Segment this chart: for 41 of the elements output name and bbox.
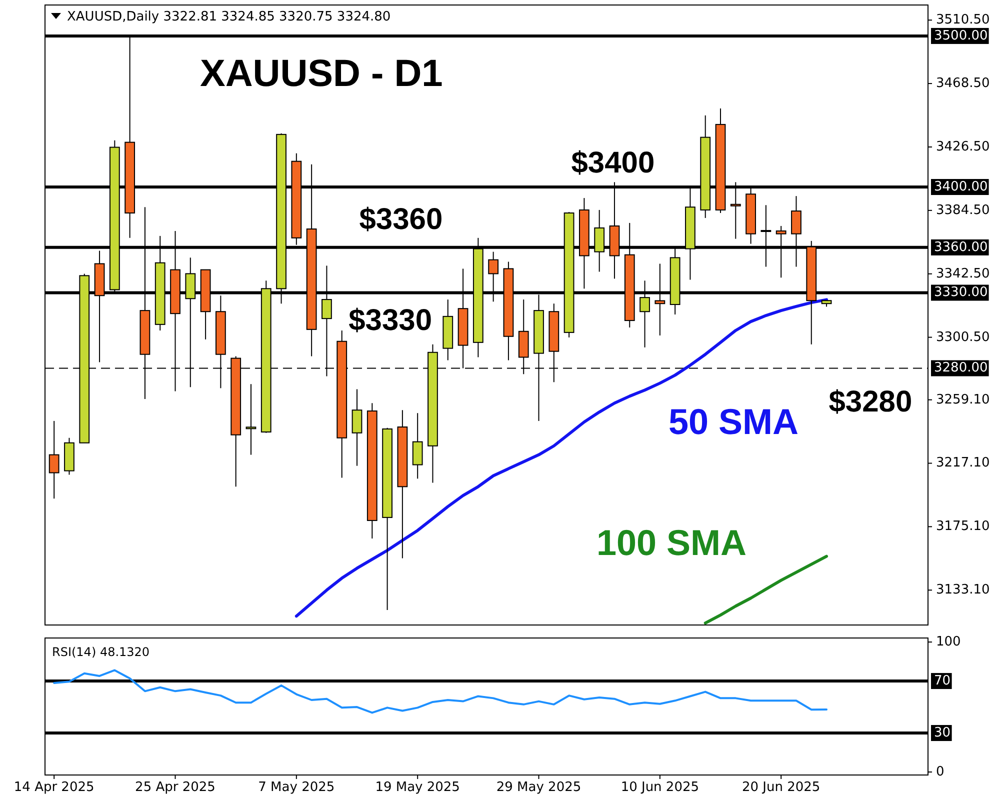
text: XAUUSD - D1 [200, 53, 443, 95]
y-tick-label: 3384.50 [936, 202, 990, 218]
candlestick [352, 388, 362, 466]
ref-line-label: 3400.00 [934, 180, 988, 194]
line-series [704, 554, 828, 625]
annotation: $3360 [359, 202, 443, 236]
y-tick-label: 3300.50 [936, 330, 990, 345]
series-label: 50 SMA [668, 401, 799, 442]
x-tick-label: 10 Jun 2025 [620, 780, 700, 795]
x-tick-label: 20 Jun 2025 [742, 780, 820, 795]
y-tick-label: 3426.50 [936, 139, 990, 154]
x-tick-label: 29 May 2025 [496, 780, 582, 795]
y-tick-label: 3217.10 [936, 456, 990, 471]
ref-line-label: 3360.00 [934, 240, 988, 255]
candlestick [246, 384, 256, 456]
ref-line-label: 70 [934, 674, 951, 689]
text: RSI(14) 48.1320 [52, 645, 150, 659]
x-tick-label: 25 Apr 2025 [135, 780, 216, 795]
ref-line-label: 3500.00 [934, 28, 988, 44]
candlestick [412, 412, 423, 480]
ref-line-label: 3280.00 [934, 360, 988, 376]
candlestick [48, 420, 60, 500]
chart-subtitle: XAUUSD,Daily 3322.81 3324.85 3320.75 3324.80 [67, 10, 391, 24]
ref-line-label: 3330.00 [934, 285, 988, 300]
x-tick-label: 14 Apr 2025 [14, 780, 94, 795]
x-tick-label: 19 May 2025 [375, 780, 460, 795]
annotation: $3400 [571, 146, 655, 180]
y-tick-label: 3510.50 [936, 12, 990, 28]
series-label: 100 SMA [596, 522, 747, 563]
y-tick-label: 3342.50 [936, 266, 990, 282]
y-tick-label: 3259.10 [936, 392, 990, 408]
y-tick-label: 0 [936, 764, 944, 780]
y-tick-label: 3468.50 [936, 76, 990, 92]
line-series [53, 669, 828, 714]
y-tick-label: 3133.10 [936, 582, 990, 598]
ref-line-label: 30 [934, 726, 951, 741]
annotation: $3280 [828, 386, 912, 419]
y-tick-label: 100 [936, 634, 961, 650]
y-tick-label: 3175.10 [936, 519, 990, 534]
x-tick-label: 7 May 2025 [258, 780, 335, 795]
annotation: $3330 [348, 304, 432, 338]
